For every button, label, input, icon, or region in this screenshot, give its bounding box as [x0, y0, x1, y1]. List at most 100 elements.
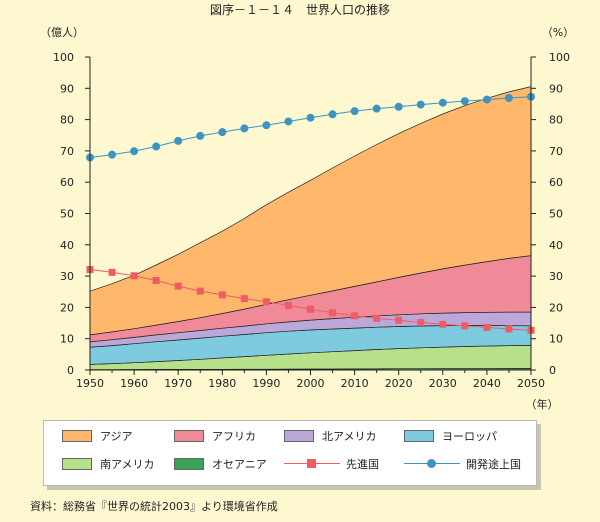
ratio-lines — [86, 92, 535, 334]
point-line-1 — [196, 287, 204, 295]
legend-swatch — [174, 458, 204, 470]
left-tick-label: 90 — [60, 82, 74, 95]
point-line-1 — [351, 312, 359, 320]
legend-label: 先進国 — [346, 458, 379, 471]
point-line-2 — [218, 128, 227, 137]
x-tick-label: 1990 — [252, 377, 280, 390]
x-tick-label: 1970 — [164, 377, 192, 390]
point-line-1 — [218, 291, 226, 299]
left-tick-label: 100 — [53, 51, 74, 64]
legend-item: オセアニア — [174, 457, 267, 473]
left-tick-label: 40 — [60, 239, 74, 252]
right-unit-label: （%） — [542, 26, 574, 39]
point-line-2 — [130, 147, 139, 156]
point-line-1 — [373, 314, 381, 322]
x-tick-label: 1950 — [76, 377, 104, 390]
point-line-1 — [130, 272, 138, 280]
point-line-1 — [417, 318, 425, 326]
right-tick-label: 10 — [549, 333, 563, 346]
point-line-2 — [284, 117, 293, 126]
left-tick-label: 0 — [67, 364, 74, 377]
left-tick-label: 70 — [60, 145, 74, 158]
legend-swatch — [62, 458, 92, 470]
point-line-1 — [174, 282, 182, 290]
left-tick-label: 60 — [60, 176, 74, 189]
right-tick-label: 30 — [549, 270, 563, 283]
point-line-2 — [152, 142, 161, 151]
right-tick-label: 100 — [549, 51, 570, 64]
point-line-2 — [438, 98, 447, 107]
source-note: 資料：総務省『世界の統計2003』より環境省作成 — [30, 500, 278, 513]
x-tick-label: 2000 — [297, 377, 325, 390]
stacked-areas — [89, 86, 532, 371]
x-tick-label: 2040 — [473, 377, 501, 390]
left-tick-label: 50 — [60, 208, 74, 221]
x-tick-label: 2030 — [429, 377, 457, 390]
point-line-2 — [108, 150, 117, 159]
legend-label: オセアニア — [212, 458, 267, 471]
right-tick-label: 40 — [549, 239, 563, 252]
point-line-2 — [482, 95, 491, 104]
right-tick-label: 70 — [549, 145, 563, 158]
point-line-2 — [262, 121, 271, 130]
left-tick-label: 20 — [60, 301, 74, 314]
legend-item: 北アメリカ — [284, 429, 376, 445]
legend-item: 先進国 — [284, 457, 379, 473]
x-tick-label: 2020 — [385, 377, 413, 390]
right-tick-label: 20 — [549, 301, 563, 314]
legend-label: 北アメリカ — [322, 430, 377, 443]
point-line-2 — [504, 94, 513, 103]
legend-item: 南アメリカ — [62, 457, 154, 473]
legend-label: アジア — [100, 430, 133, 443]
point-line-2 — [394, 102, 403, 111]
legend-line-swatch — [284, 458, 340, 470]
legend-line-swatch — [404, 458, 460, 470]
left-tick-label: 30 — [60, 270, 74, 283]
point-line-2 — [416, 100, 425, 109]
axes — [85, 56, 536, 375]
legend-item: アフリカ — [174, 429, 256, 445]
point-line-1 — [505, 325, 513, 333]
legend-swatch — [174, 430, 204, 442]
left-tick-label: 10 — [60, 333, 74, 346]
point-line-1 — [329, 309, 337, 317]
x-tick-label: 1960 — [120, 377, 148, 390]
legend-swatch — [62, 430, 92, 442]
point-line-1 — [395, 316, 403, 324]
point-line-2 — [328, 110, 337, 119]
point-line-2 — [350, 107, 359, 116]
chart-title: 図序－１－１４ 世界人口の推移 — [209, 3, 390, 17]
right-tick-label: 90 — [549, 82, 563, 95]
right-tick-label: 0 — [549, 364, 556, 377]
point-line-2 — [306, 113, 315, 122]
right-tick-label: 60 — [549, 176, 563, 189]
left-unit-label: （億人） — [40, 26, 84, 39]
point-line-1 — [439, 320, 447, 328]
point-line-1 — [461, 322, 469, 330]
x-unit-label: （年） — [526, 397, 559, 411]
legend-label: アフリカ — [212, 430, 256, 443]
legend-swatch — [404, 430, 434, 442]
right-tick-label: 80 — [549, 114, 563, 127]
x-tick-label: 2010 — [341, 377, 369, 390]
point-line-1 — [284, 302, 292, 310]
point-line-2 — [196, 131, 205, 140]
legend-item: 開発途上国 — [404, 457, 521, 473]
point-line-2 — [174, 136, 183, 145]
point-line-1 — [152, 276, 160, 284]
x-tick-label: 2050 — [517, 377, 545, 390]
point-line-1 — [483, 323, 491, 331]
legend-item: ヨーロッパ — [404, 429, 497, 445]
x-tick-label: 1980 — [208, 377, 236, 390]
point-line-1 — [262, 298, 270, 306]
legend-label: 南アメリカ — [100, 458, 155, 471]
legend: アジア アフリカ 北アメリカ ヨーロッパ南アメリカ オセアニア 先進国 開発途上国 — [43, 420, 537, 486]
point-line-1 — [108, 268, 116, 276]
legend-item: アジア — [62, 429, 133, 445]
left-tick-label: 80 — [60, 114, 74, 127]
point-line-2 — [460, 97, 469, 106]
legend-swatch — [284, 430, 314, 442]
point-line-1 — [240, 295, 248, 303]
